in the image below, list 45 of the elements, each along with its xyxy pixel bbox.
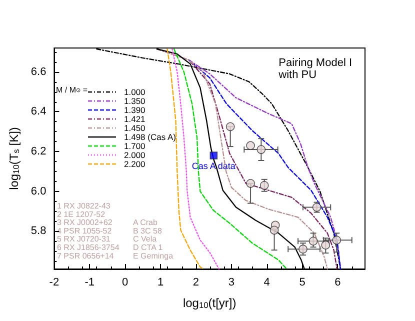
legend-label: 1.700 — [124, 141, 146, 151]
legend-label: 1.498 (Cas A) — [124, 132, 176, 142]
point — [321, 240, 330, 250]
annotation: E Geminga — [133, 251, 174, 260]
point — [256, 145, 266, 154]
annotation: 2 1E 1207-52 — [57, 210, 106, 219]
legend-label: 1.450 — [124, 123, 146, 133]
x-tick-label: 2 — [192, 276, 200, 288]
annotation: D CTA 1 — [133, 243, 164, 252]
x-tick-label: -1 — [84, 276, 95, 288]
y-tick-label: 6.2 — [30, 146, 46, 158]
point — [210, 152, 218, 160]
point — [308, 236, 318, 246]
legend-label: 2.200 — [124, 159, 146, 169]
text: Pairing Model I with PU — [278, 57, 352, 81]
point — [246, 141, 255, 150]
x-axis-title: log10(t[yr]) — [182, 296, 236, 310]
y-tick-label: 5.8 — [30, 225, 46, 238]
legend-label: 1.350 — [124, 96, 146, 106]
legend-label: 1.421 — [124, 114, 146, 124]
x-tick-label: 4 — [264, 276, 270, 288]
x-tick-label: 1 — [157, 276, 164, 288]
annotation: 5 RX J0720-31 — [57, 234, 111, 244]
annotation: 3 RX J0002+62 — [57, 218, 113, 228]
legend-label: 1.000 — [124, 87, 146, 97]
legend-label: 1.390 — [124, 105, 146, 115]
annotation: B 3C 58 — [133, 226, 162, 236]
legend-label: 2.000 — [124, 150, 146, 160]
annotation: C Vela — [133, 234, 158, 244]
annotation: 1 RX J0822-43 — [57, 202, 111, 210]
y-tick-label: 6.0 — [30, 185, 46, 198]
x-tick-label: 0 — [122, 276, 128, 288]
x-tick-label: 6 — [334, 276, 341, 288]
annotation: 6 RX J1856-3754 — [57, 243, 120, 252]
x-tick-label: 5 — [299, 276, 306, 288]
y-tick-label: 6.4 — [30, 106, 46, 118]
point — [260, 180, 269, 190]
y-tick-label: 6.6 — [30, 66, 46, 78]
y-axis-title: log10(Ts [K]) — [7, 127, 21, 190]
annotation: A Crab — [133, 218, 158, 228]
annotation: Cas A data — [192, 161, 236, 172]
annotation: 7 PSR 0656+14 — [57, 251, 114, 260]
x-tick-label: 3 — [228, 276, 234, 288]
point — [332, 236, 342, 245]
x-tick-label: -2 — [49, 276, 60, 288]
